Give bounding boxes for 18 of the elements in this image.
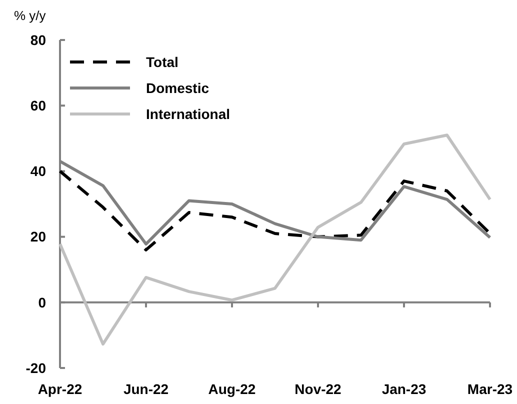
x-tick-label: Aug-22 bbox=[208, 381, 256, 397]
x-tick-label: Apr-22 bbox=[38, 381, 82, 397]
x-tick-label: Jan-23 bbox=[382, 381, 426, 397]
x-tick-label: Jun-22 bbox=[123, 381, 169, 397]
y-tick-label: 0 bbox=[38, 294, 46, 310]
y-tick-label: 80 bbox=[30, 32, 46, 48]
y-tick-label: 60 bbox=[30, 98, 46, 114]
legend-label: International bbox=[146, 106, 230, 122]
y-tick-label: 20 bbox=[30, 228, 46, 245]
line-series bbox=[58, 134, 492, 346]
line-series bbox=[58, 170, 492, 252]
x-tick-label: Mar-23 bbox=[467, 381, 513, 397]
y-axis-title: % y/y bbox=[14, 8, 46, 23]
legend-label: Total bbox=[146, 54, 178, 70]
y-tick-label: 40 bbox=[30, 163, 46, 180]
x-tick-label: Nov-22 bbox=[294, 381, 342, 397]
y-tick-label: -20 bbox=[26, 360, 46, 376]
legend-label: Domestic bbox=[146, 80, 210, 96]
